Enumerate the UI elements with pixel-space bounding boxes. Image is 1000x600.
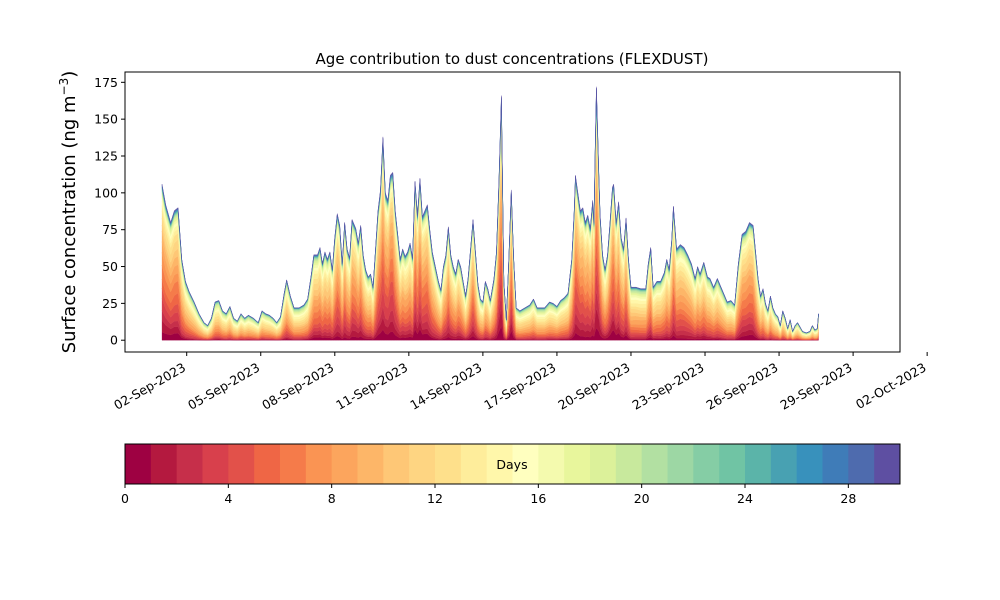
y-tick-label: 25	[102, 296, 118, 311]
colorbar-tick-label: 16	[530, 491, 546, 506]
colorbar-cell-day-24	[745, 444, 772, 484]
colorbar-tick-label: 24	[737, 491, 753, 506]
colorbar-cell-day-10	[383, 444, 410, 484]
colorbar-label: Days	[496, 457, 527, 472]
x-tick-label: 02-Sep-2023	[111, 360, 188, 413]
colorbar-cell-day-15	[512, 444, 539, 484]
colorbar-tick-label: 20	[634, 491, 650, 506]
colorbar-cell-day-22	[693, 444, 720, 484]
stacked-areas	[161, 86, 819, 341]
x-tick-label: 05-Sep-2023	[185, 360, 262, 413]
colorbar-cell-day-18	[590, 444, 617, 484]
colorbar-cell-day-25	[770, 444, 798, 484]
colorbar-cell-day-12	[435, 444, 462, 484]
x-tick-label: 02-Oct-2023	[853, 360, 929, 412]
colorbar-cell-day-3	[202, 444, 229, 484]
y-tick-label: 50	[102, 259, 118, 274]
colorbar-cell-day-6	[280, 444, 307, 484]
colorbar-cell-day-27	[822, 444, 849, 484]
colorbar-cell-day-23	[719, 444, 746, 484]
x-tick-label: 20-Sep-2023	[555, 360, 632, 413]
colorbar-cell-day-1	[150, 444, 178, 484]
colorbar-tick-label: 28	[840, 491, 856, 506]
colorbar-cell-day-16	[538, 444, 565, 484]
colorbar-cell-day-21	[667, 444, 694, 484]
y-tick-label: 100	[94, 185, 118, 200]
colorbar-cell-day-9	[357, 444, 384, 484]
y-axis-label: Surface concentration (ng m−3)	[57, 71, 80, 354]
x-tick-label: 23-Sep-2023	[629, 360, 706, 413]
colorbar-cell-day-17	[564, 444, 591, 484]
colorbar-cell-day-5	[254, 444, 281, 484]
y-axis: 0 25 50 75 100 125 150 175	[94, 75, 125, 348]
chart-title: Age contribution to dust concentrations …	[316, 50, 709, 68]
colorbar-cell-day-14	[486, 444, 513, 484]
colorbar-tick-label: 4	[224, 491, 232, 506]
colorbar: Days 0 4 8 12 16 20 24 28	[121, 443, 901, 506]
colorbar-cell-day-20	[641, 444, 668, 484]
x-tick-label: 29-Sep-2023	[778, 360, 855, 413]
colorbar-cell-day-29	[874, 444, 901, 484]
colorbar-cell-day-7	[305, 444, 333, 484]
colorbar-tick-label: 12	[427, 491, 443, 506]
y-tick-label: 75	[102, 222, 118, 237]
colorbar-frame	[124, 443, 901, 485]
x-tick-label: 08-Sep-2023	[259, 360, 336, 413]
x-axis: 02-Sep-202305-Sep-202308-Sep-202311-Sep-…	[111, 352, 929, 413]
x-tick-label: 17-Sep-2023	[481, 360, 558, 413]
area-band-day-29	[161, 86, 819, 334]
colorbar-cell-day-28	[848, 444, 875, 484]
colorbar-cell-day-4	[228, 444, 255, 484]
colorbar-cells	[125, 444, 901, 484]
y-tick-label: 0	[110, 333, 118, 348]
colorbar-ticks: 0 4 8 12 16 20 24 28	[121, 484, 856, 506]
colorbar-cell-day-11	[409, 444, 436, 484]
colorbar-cell-day-26	[796, 444, 823, 484]
colorbar-tick-label: 8	[328, 491, 336, 506]
colorbar-cell-day-0	[125, 444, 152, 484]
plot-frame	[124, 71, 901, 353]
colorbar-cell-day-2	[176, 444, 203, 484]
x-tick-label: 26-Sep-2023	[704, 360, 781, 413]
colorbar-cell-day-19	[615, 444, 643, 484]
y-tick-label: 175	[94, 75, 118, 90]
plot-area: 0 25 50 75 100 125 150 175 02-Sep-202305-Sep-20…	[94, 71, 929, 413]
y-tick-label: 150	[94, 112, 118, 127]
x-tick-label: 11-Sep-2023	[333, 360, 410, 413]
y-tick-label: 125	[94, 149, 118, 164]
colorbar-tick-label: 0	[121, 491, 129, 506]
colorbar-cell-day-13	[460, 444, 488, 484]
x-tick-label: 14-Sep-2023	[407, 360, 484, 413]
colorbar-cell-day-8	[331, 444, 358, 484]
